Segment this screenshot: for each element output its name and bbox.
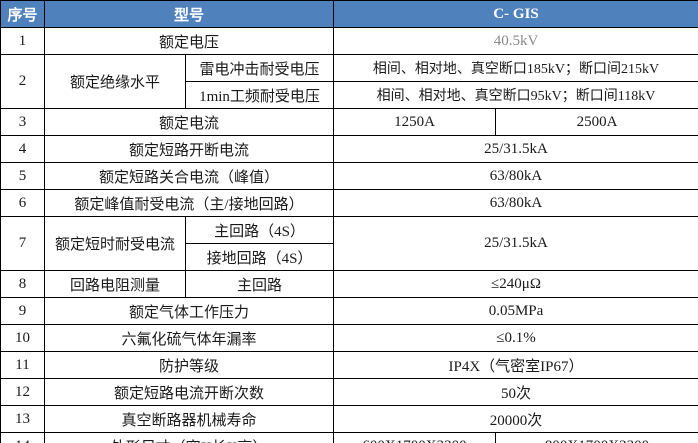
row14-label: 外形尺寸（宽X长X高） — [43, 432, 335, 443]
row8-sublabel-main: 主回路 — [184, 270, 335, 298]
row13-value: 20000次 — [333, 405, 698, 433]
row5-value: 63/80kA — [333, 162, 698, 190]
table-row: 8 回路电阻测量 主回路 ≤240μΩ — [0, 270, 698, 298]
row2-no: 2 — [0, 54, 45, 109]
row4-no: 4 — [0, 135, 45, 163]
row14-value-2: 800X1700X2300 — [495, 432, 698, 443]
row14-value-1: 600X1700X2300 — [333, 432, 497, 443]
row3-label: 额定电流 — [43, 108, 335, 136]
table-row: 7 额定短时耐受电流 主回路（4S） 25/31.5kA — [0, 216, 698, 271]
table-row: 2 额定绝缘水平 雷电冲击耐受电压 相间、相对地、真空断口185kV；断口间21… — [0, 54, 698, 109]
row14-no: 14 — [0, 432, 45, 443]
row6-no: 6 — [0, 189, 45, 217]
header-model: 型号 — [43, 0, 335, 28]
row11-value: IP4X（气密室IP67） — [333, 351, 698, 379]
row10-label: 六氟化硫气体年漏率 — [43, 324, 335, 352]
row3-no: 3 — [0, 108, 45, 136]
row12-label: 额定短路电流开断次数 — [43, 378, 335, 406]
row1-no: 1 — [0, 27, 45, 55]
row12-value: 50次 — [333, 378, 698, 406]
table-row: 3 额定电流 1250A 2500A — [0, 108, 698, 136]
row6-label: 额定峰值耐受电流（主/接地回路） — [43, 189, 335, 217]
row9-value: 0.05MPa — [333, 297, 698, 325]
table-row: 9 额定气体工作压力 0.05MPa — [0, 297, 698, 325]
table-row: 11 防护等级 IP4X（气密室IP67） — [0, 351, 698, 379]
row7-label: 额定短时耐受电流 — [44, 216, 186, 271]
row7-sublabel-earthing: 接地回路（4S） — [184, 243, 335, 271]
row2-sublabel-powerfreq: 1min工频耐受电压 — [184, 81, 335, 109]
row8-no: 8 — [0, 270, 45, 298]
row6-value: 63/80kA — [333, 189, 698, 217]
row1-value: 40.5kV — [333, 27, 698, 55]
header-product-name: C- GIS — [333, 0, 698, 28]
row7-value: 25/31.5kA — [333, 216, 698, 271]
row2-value-powerfreq: 相间、相对地、真空断口95kV；断口间118kV — [333, 81, 698, 109]
row4-value: 25/31.5kA — [333, 135, 698, 163]
row11-no: 11 — [0, 351, 45, 379]
table-row: 1min工频耐受电压 相间、相对地、真空断口95kV；断口间118kV — [1, 81, 698, 109]
row3-value-1: 1250A — [333, 108, 497, 136]
table-row: 14 外形尺寸（宽X长X高） 600X1700X2300 800X1700X23… — [0, 432, 698, 443]
row7-no: 7 — [0, 216, 45, 271]
row2-sublabel-lightning: 雷电冲击耐受电压 — [184, 54, 335, 82]
table-row: 1 额定电压 40.5kV — [0, 27, 698, 55]
row12-no: 12 — [0, 378, 45, 406]
table-row: 12 额定短路电流开断次数 50次 — [0, 378, 698, 406]
row10-no: 10 — [0, 324, 45, 352]
row1-label: 额定电压 — [43, 27, 335, 55]
row11-label: 防护等级 — [43, 351, 335, 379]
row5-label: 额定短路关合电流（峰值） — [43, 162, 335, 190]
table-header-row: 序号 型号 C- GIS — [0, 0, 698, 28]
row4-label: 额定短路开断电流 — [43, 135, 335, 163]
row3-value-2: 2500A — [495, 108, 698, 136]
row10-value: ≤0.1% — [333, 324, 698, 352]
row5-no: 5 — [0, 162, 45, 190]
row8-value: ≤240μΩ — [333, 270, 698, 298]
row13-label: 真空断路器机械寿命 — [43, 405, 335, 433]
row2-value-lightning: 相间、相对地、真空断口185kV；断口间215kV — [333, 54, 698, 82]
table-row: 4 额定短路开断电流 25/31.5kA — [0, 135, 698, 163]
table-row: 13 真空断路器机械寿命 20000次 — [0, 405, 698, 433]
table-row: 10 六氟化硫气体年漏率 ≤0.1% — [0, 324, 698, 352]
row9-label: 额定气体工作压力 — [43, 297, 335, 325]
row2-label: 额定绝缘水平 — [44, 54, 186, 109]
header-serial-no: 序号 — [0, 0, 45, 28]
row9-no: 9 — [0, 297, 45, 325]
table-row: 5 额定短路关合电流（峰值） 63/80kA — [0, 162, 698, 190]
row7-sublabel-main: 主回路（4S） — [184, 216, 335, 244]
table-row: 6 额定峰值耐受电流（主/接地回路） 63/80kA — [0, 189, 698, 217]
row13-no: 13 — [0, 405, 45, 433]
row8-label: 回路电阻测量 — [44, 270, 186, 298]
